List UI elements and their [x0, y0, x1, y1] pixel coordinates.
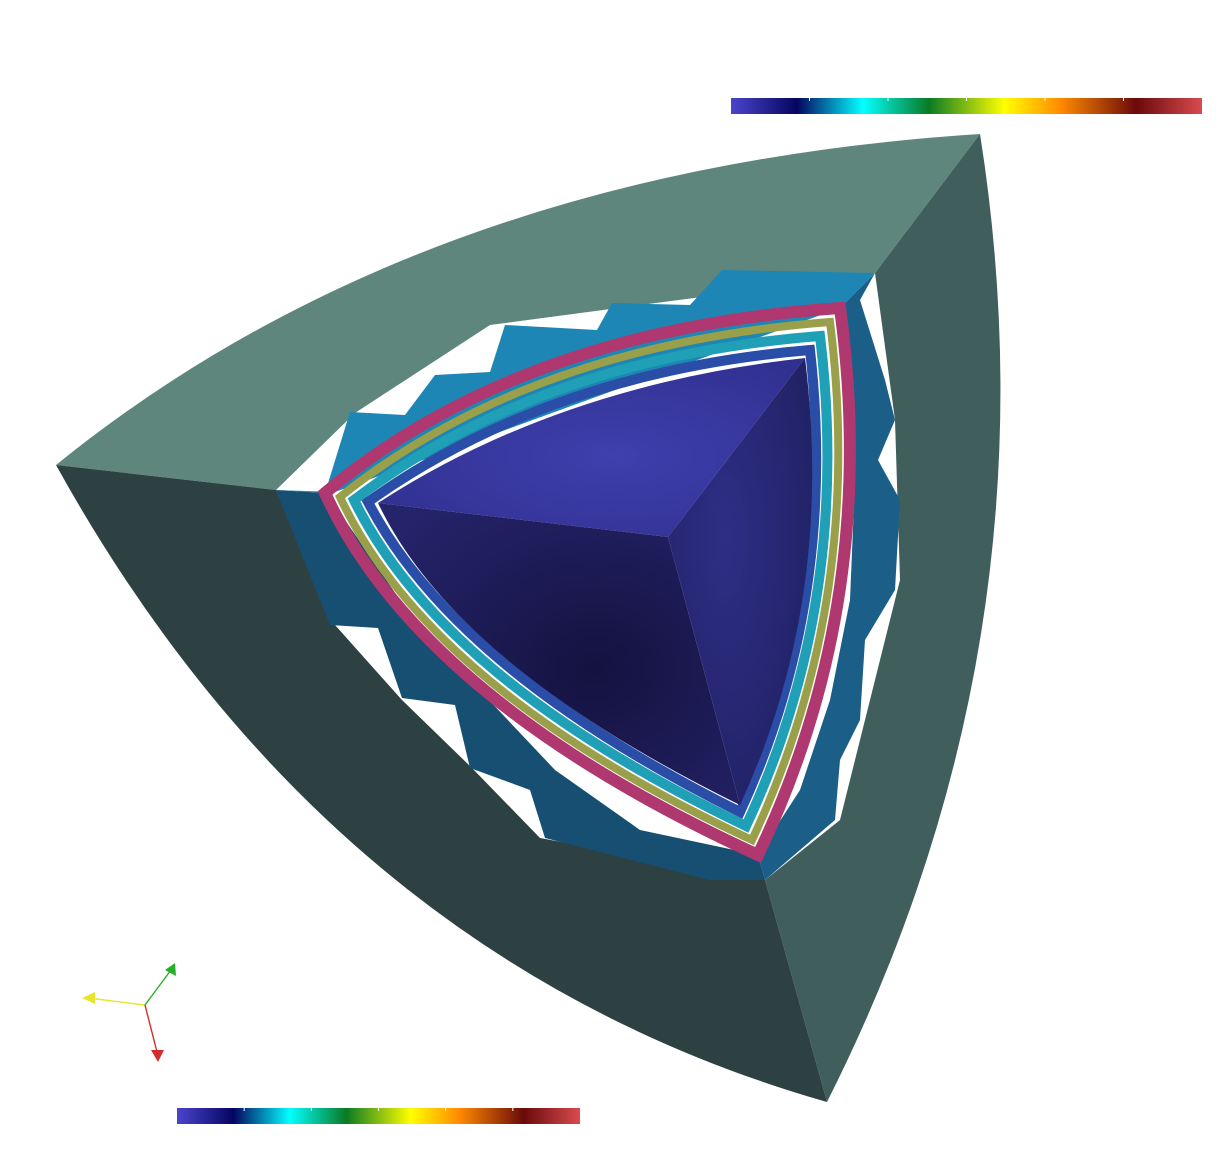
outer-shell-top-face [56, 134, 980, 490]
mesh-left-face [276, 490, 765, 880]
color-legend-ticks-top [809, 98, 1124, 101]
outer-shell [56, 134, 1001, 1102]
ring-band-inner [347, 330, 833, 833]
mesh-right-face [758, 273, 900, 880]
ring-band-outer [317, 301, 856, 863]
solution-ring [317, 301, 856, 863]
orientation-axes[interactable] [82, 963, 176, 1062]
inner-left-face [378, 503, 740, 805]
ring-band-core [361, 344, 822, 819]
outer-shell-right-face [765, 134, 1001, 1102]
color-legend-gradient-top [731, 98, 1202, 114]
axis-x-arrowhead [151, 1050, 164, 1062]
axis-y-arrowhead [82, 992, 95, 1004]
axis-z-arrowhead [165, 963, 176, 976]
inner-right-face [668, 358, 813, 805]
color-legend-bar-top[interactable] [731, 98, 1202, 114]
ring-band-middle [335, 317, 843, 846]
outer-shell-left-face [56, 465, 827, 1102]
inner-top-face [378, 358, 805, 537]
axis-z-line [144, 969, 172, 1006]
color-legend-ticks-bottom [243, 1108, 514, 1111]
axis-y-line [87, 997, 146, 1006]
color-legend-gradient-bottom [177, 1108, 580, 1124]
axis-x-line [144, 1004, 158, 1053]
inner-core [378, 358, 813, 805]
color-legend-bar-bottom[interactable] [177, 1108, 580, 1124]
